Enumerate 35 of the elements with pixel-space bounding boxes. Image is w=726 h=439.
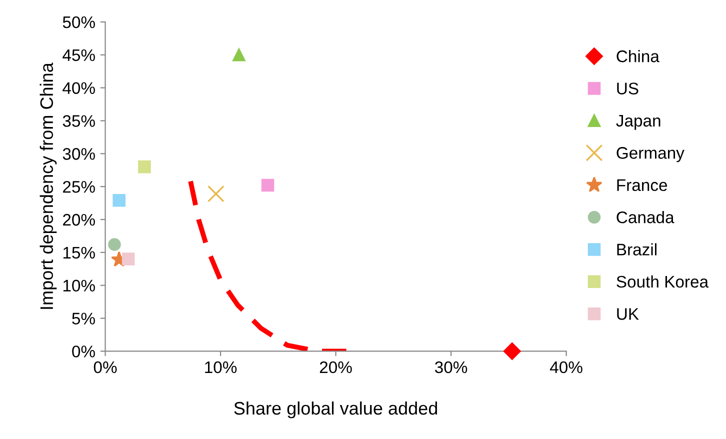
- legend-label: Canada: [616, 211, 674, 224]
- y-tick-label: 50%: [62, 16, 95, 28]
- legend-label: China: [616, 50, 660, 62]
- legend-label: South Korea: [616, 275, 709, 288]
- legend-label: US: [617, 82, 638, 94]
- y-tick-label: 25%: [63, 180, 95, 193]
- y-tick-label: 5%: [72, 312, 95, 324]
- x-tick-label: 0%: [94, 361, 117, 374]
- x-tick-label: 30%: [434, 361, 468, 374]
- legend-label: Japan: [616, 115, 660, 130]
- y-tick-label: 10%: [63, 280, 95, 292]
- x-tick-label: 10%: [205, 361, 237, 374]
- y-tick-label: 35%: [62, 115, 95, 127]
- y-tick-label: 30%: [62, 148, 95, 160]
- x-tick-label: 40%: [550, 361, 582, 374]
- y-tick-label: 15%: [63, 246, 95, 259]
- point: [261, 178, 274, 192]
- point: [108, 238, 121, 251]
- point: [112, 194, 126, 207]
- y-tick-label: 0%: [72, 346, 95, 358]
- point: [138, 160, 151, 174]
- legend-label: France: [617, 179, 668, 192]
- point: [207, 185, 224, 202]
- x-axis-title: Share global value added: [234, 401, 438, 418]
- legend-label: Brazil: [617, 243, 656, 256]
- point: [122, 252, 135, 266]
- x-tick-label: 20%: [320, 361, 352, 374]
- point: [503, 342, 521, 360]
- legend-label: UK: [617, 308, 639, 320]
- y-axis-title: Import dependency from China: [40, 62, 57, 309]
- legend-label: Germany: [616, 147, 684, 162]
- point: [232, 48, 246, 62]
- y-tick-label: 45%: [62, 49, 95, 62]
- y-tick-label: 20%: [63, 214, 95, 226]
- y-tick-label: 40%: [62, 82, 95, 94]
